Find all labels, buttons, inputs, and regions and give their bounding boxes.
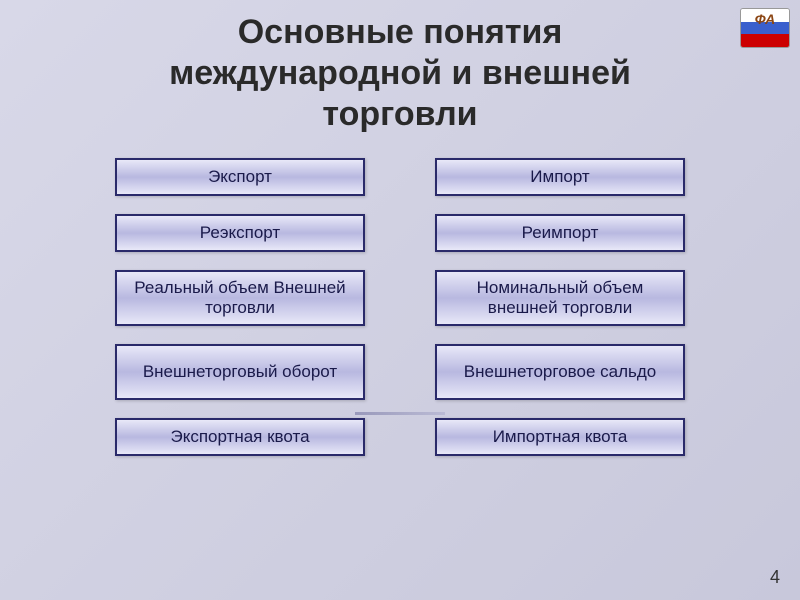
slide-title: Основные понятия международной и внешней…	[0, 0, 800, 134]
box-label: Реимпорт	[522, 223, 599, 243]
concept-box-import: Импорт	[435, 158, 685, 196]
page-number: 4	[770, 567, 780, 588]
right-column: Импорт Реимпорт Номинальный объем внешне…	[435, 158, 685, 456]
concept-box-reexport: Реэкспорт	[115, 214, 365, 252]
box-label: Экспортная квота	[170, 427, 309, 447]
title-line-1: Основные понятия	[238, 13, 563, 51]
logo: ФА	[740, 8, 790, 48]
left-column: Экспорт Реэкспорт Реальный объем Внешней…	[115, 158, 365, 456]
title-line-2: международной и внешней	[169, 54, 631, 92]
concept-box-import-quota: Импортная квота	[435, 418, 685, 456]
concept-box-reimport: Реимпорт	[435, 214, 685, 252]
concept-box-trade-balance: Внешнеторговое сальдо	[435, 344, 685, 400]
concept-box-export: Экспорт	[115, 158, 365, 196]
concept-grid: Экспорт Реэкспорт Реальный объем Внешней…	[0, 158, 800, 456]
concept-box-export-quota: Экспортная квота	[115, 418, 365, 456]
connector-line	[355, 412, 445, 415]
logo-text: ФА	[755, 11, 776, 27]
box-label: Импортная квота	[493, 427, 628, 447]
concept-box-real-volume: Реальный объем Внешней торговли	[115, 270, 365, 326]
box-label: Реэкспорт	[200, 223, 280, 243]
box-label: Импорт	[530, 167, 589, 187]
box-label: Номинальный объем внешней торговли	[445, 278, 675, 318]
box-label: Экспорт	[208, 167, 272, 187]
concept-box-trade-turnover: Внешнеторговый оборот	[115, 344, 365, 400]
box-label: Внешнеторговый оборот	[143, 362, 337, 382]
box-label: Реальный объем Внешней торговли	[125, 278, 355, 318]
box-label: Внешнеторговое сальдо	[464, 362, 656, 382]
concept-box-nominal-volume: Номинальный объем внешней торговли	[435, 270, 685, 326]
title-line-3: торговли	[322, 95, 477, 133]
